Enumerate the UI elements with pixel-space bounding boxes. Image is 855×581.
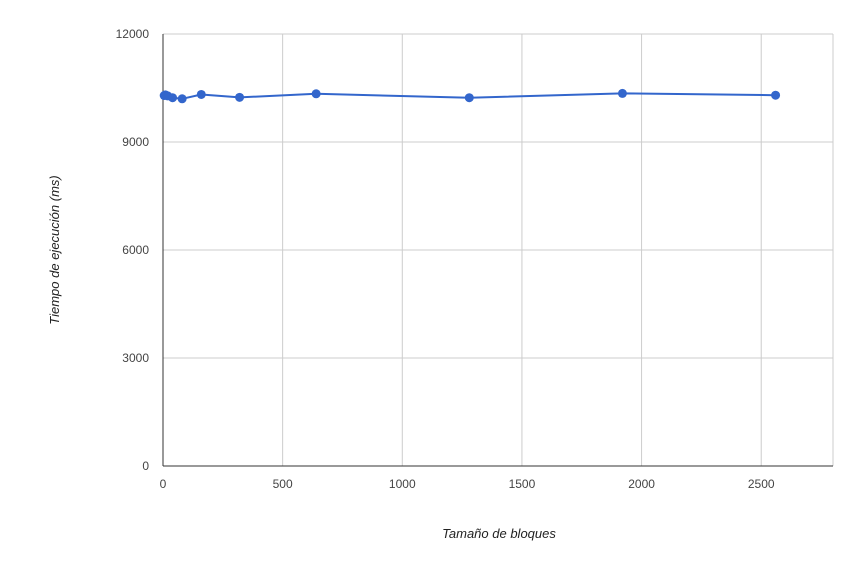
x-tick-label: 2000 <box>628 477 655 491</box>
data-point <box>177 94 187 104</box>
x-tick-label: 2500 <box>748 477 775 491</box>
y-tick-label: 3000 <box>122 351 149 365</box>
x-tick-label: 0 <box>160 477 167 491</box>
data-point <box>168 93 178 103</box>
data-point <box>464 93 474 103</box>
data-point <box>235 92 245 102</box>
data-point <box>311 89 321 99</box>
x-axis-title: Tamaño de bloques <box>442 526 556 541</box>
y-tick-label: 9000 <box>122 135 149 149</box>
grid <box>163 33 834 466</box>
x-tick-label: 500 <box>273 477 293 491</box>
y-tick-label: 0 <box>142 459 149 473</box>
y-axis-title: Tiempo de ejecución (ms) <box>47 175 62 324</box>
x-tick-label: 1000 <box>389 477 416 491</box>
axes <box>162 34 833 467</box>
x-tick-label: 1500 <box>509 477 536 491</box>
series <box>159 88 781 104</box>
data-point <box>196 89 206 99</box>
y-tick-label: 6000 <box>122 243 149 257</box>
y-tick-label: 12000 <box>116 27 150 41</box>
data-point <box>771 90 781 100</box>
data-point <box>617 88 627 98</box>
tick-labels: 0 500 1000 1500 2000 2500 0 3000 6000 9000 12000 <box>116 27 775 491</box>
